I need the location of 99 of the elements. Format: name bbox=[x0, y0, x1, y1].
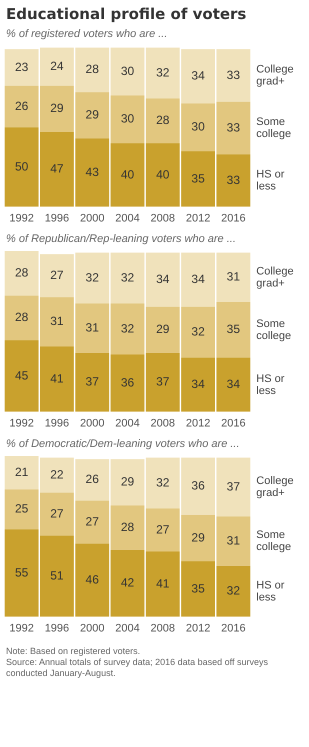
data-label: 31 bbox=[226, 270, 240, 284]
data-label: 34 bbox=[191, 68, 206, 83]
x-tick-label: 2008 bbox=[150, 212, 176, 224]
data-label: 35 bbox=[191, 581, 206, 596]
series-label: Some college bbox=[256, 529, 292, 554]
data-label: 31 bbox=[226, 533, 240, 548]
data-label: 32 bbox=[226, 584, 240, 598]
chart-subtitle: % of Democratic/Dem-leaning voters who are ... bbox=[5, 437, 241, 450]
data-label: 27 bbox=[156, 522, 170, 536]
data-label: 30 bbox=[191, 120, 206, 134]
series-label: HS or less bbox=[256, 372, 285, 397]
data-label: 55 bbox=[14, 565, 29, 580]
x-tick-label: 2008 bbox=[150, 622, 176, 634]
data-label: 43 bbox=[86, 164, 100, 179]
text: Note: Based on registered voters. bbox=[5, 646, 142, 657]
data-label: 35 bbox=[226, 322, 240, 336]
data-label: 31 bbox=[86, 320, 100, 335]
x-tick-label: 1996 bbox=[44, 622, 70, 634]
data-label: 24 bbox=[50, 59, 64, 74]
x-tick-label: 2012 bbox=[186, 417, 210, 430]
data-label: 36 bbox=[120, 375, 134, 390]
data-label: 31 bbox=[50, 314, 64, 328]
data-label: 29 bbox=[50, 101, 64, 116]
data-label: 36 bbox=[191, 478, 206, 493]
data-label: 33 bbox=[226, 68, 240, 82]
data-label: 34 bbox=[191, 272, 206, 286]
data-label: 32 bbox=[191, 324, 206, 339]
data-label: 32 bbox=[86, 270, 100, 284]
chart-subtitle: % of registered voters who are ... bbox=[5, 27, 168, 40]
data-label: 37 bbox=[226, 479, 240, 494]
data-label: 46 bbox=[86, 572, 100, 586]
data-label: 37 bbox=[86, 374, 100, 389]
data-label: 21 bbox=[14, 465, 29, 480]
x-tick-label: 2016 bbox=[221, 622, 246, 634]
data-label: 37 bbox=[156, 374, 170, 389]
data-label: 41 bbox=[156, 576, 170, 590]
x-tick-label: 2000 bbox=[80, 622, 104, 634]
data-label: 40 bbox=[156, 167, 170, 182]
data-label: 35 bbox=[191, 171, 206, 186]
x-tick-label: 1996 bbox=[44, 417, 70, 430]
series-label: Some college bbox=[256, 116, 292, 140]
data-label: 33 bbox=[226, 172, 240, 187]
data-label: 29 bbox=[86, 108, 100, 122]
data-label: 29 bbox=[156, 322, 170, 336]
chart-subtitle: % of Republican/Rep-leaning voters who are ... bbox=[5, 232, 237, 245]
data-label: 29 bbox=[191, 530, 206, 544]
data-label: 23 bbox=[14, 60, 29, 74]
data-label: 22 bbox=[50, 467, 64, 482]
data-label: 51 bbox=[50, 568, 64, 583]
x-tick-label: 2004 bbox=[115, 417, 140, 430]
data-label: 30 bbox=[120, 64, 134, 78]
data-label: 26 bbox=[86, 472, 100, 486]
data-label: 32 bbox=[120, 321, 134, 336]
data-label: 30 bbox=[120, 112, 134, 126]
data-label: 45 bbox=[14, 368, 29, 382]
source-note: Source: Annual totals of survey data; 2016 data based off surveys conducted January-August. bbox=[5, 657, 270, 679]
data-label: 32 bbox=[120, 270, 134, 284]
x-tick-label: 2016 bbox=[221, 417, 246, 430]
data-label: 27 bbox=[50, 268, 64, 282]
data-label: 40 bbox=[120, 167, 134, 182]
x-tick-label: 2004 bbox=[115, 212, 140, 224]
x-tick-label: 1992 bbox=[9, 417, 34, 430]
data-label: 42 bbox=[120, 576, 134, 590]
data-label: 28 bbox=[14, 310, 29, 324]
x-tick-label: 2016 bbox=[221, 212, 246, 224]
data-label: 41 bbox=[50, 371, 64, 386]
data-label: 28 bbox=[120, 520, 134, 534]
data-label: 32 bbox=[156, 475, 170, 490]
series-label: HS or less bbox=[256, 579, 285, 604]
x-tick-label: 2004 bbox=[115, 622, 140, 634]
series-label: College grad+ bbox=[256, 475, 294, 500]
data-label: 29 bbox=[120, 474, 134, 489]
data-label: 50 bbox=[14, 159, 29, 174]
series-label: College grad+ bbox=[256, 265, 294, 290]
data-label: 27 bbox=[50, 506, 64, 520]
series-label: College grad+ bbox=[256, 63, 294, 88]
x-tick-label: 1996 bbox=[44, 212, 70, 224]
chart-title: Educational profile of voters bbox=[5, 4, 248, 25]
data-label: 33 bbox=[226, 120, 240, 134]
x-tick-label: 2012 bbox=[186, 212, 210, 224]
series-label: HS or less bbox=[256, 168, 285, 193]
data-label: 34 bbox=[191, 377, 206, 392]
data-label: 47 bbox=[50, 162, 64, 176]
x-tick-label: 2000 bbox=[80, 417, 104, 430]
x-tick-label: 2008 bbox=[150, 417, 176, 430]
data-label: 25 bbox=[14, 502, 29, 516]
x-tick-label: 1992 bbox=[9, 622, 34, 634]
data-label: 28 bbox=[86, 62, 100, 76]
data-label: 32 bbox=[156, 65, 170, 80]
data-label: 26 bbox=[14, 98, 29, 113]
data-label: 27 bbox=[86, 514, 100, 528]
series-label: Some college bbox=[256, 318, 292, 342]
data-label: 28 bbox=[156, 113, 170, 128]
x-tick-label: 2000 bbox=[80, 212, 104, 224]
x-tick-label: 2012 bbox=[186, 622, 210, 634]
data-label: 34 bbox=[226, 377, 240, 392]
x-tick-label: 1992 bbox=[9, 212, 34, 224]
data-label: 28 bbox=[14, 266, 29, 280]
data-label: 34 bbox=[156, 272, 170, 286]
